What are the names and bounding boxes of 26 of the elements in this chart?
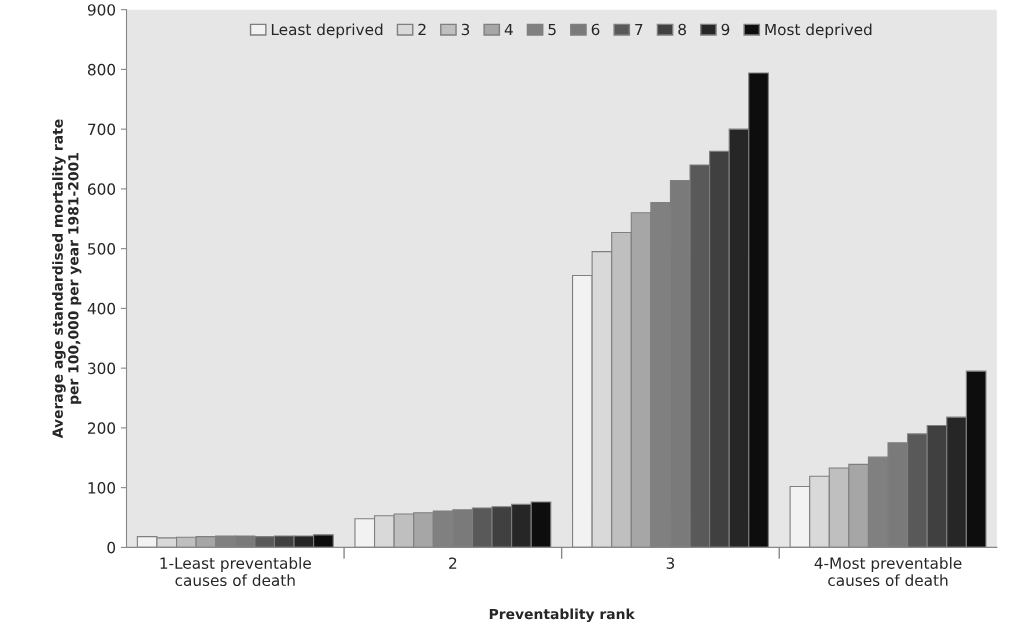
x-tick-label: 1-Least preventable causes of death (160, 557, 311, 587)
legend-label: 7 (635, 23, 643, 36)
y-tick-label: 400 (87, 302, 116, 315)
legend-label: 3 (461, 23, 470, 36)
x-tick-label: 2 (449, 557, 457, 569)
y-tick-label: 900 (87, 4, 116, 16)
y-axis-title: Average age standardised mortality rate per 100,000 per year 1981-2001 (52, 119, 82, 439)
legend-label: 8 (678, 23, 686, 36)
x-tick-label: 3 (666, 557, 675, 569)
y-tick-label: 500 (88, 243, 116, 255)
y-tick-label: 100 (88, 482, 116, 494)
x-tick-label: 4-Most preventable causes of death (814, 557, 962, 587)
x-axis-title: Preventablity rank (489, 608, 635, 623)
legend-label: Least deprived (271, 23, 383, 39)
y-tick-label: 800 (87, 63, 116, 76)
legend-label: Most deprived (765, 23, 872, 39)
y-tick-label: 700 (88, 123, 116, 136)
legend-label: 5 (548, 23, 556, 36)
legend-label: 9 (721, 23, 730, 36)
legend-label: 6 (591, 23, 600, 36)
legend-label: 4 (504, 23, 513, 36)
legend-label: 2 (418, 23, 426, 36)
y-tick-label: 0 (107, 541, 116, 554)
y-tick-label: 600 (87, 183, 116, 195)
y-tick-label: 300 (88, 362, 116, 375)
y-tick-label: 200 (88, 422, 116, 434)
